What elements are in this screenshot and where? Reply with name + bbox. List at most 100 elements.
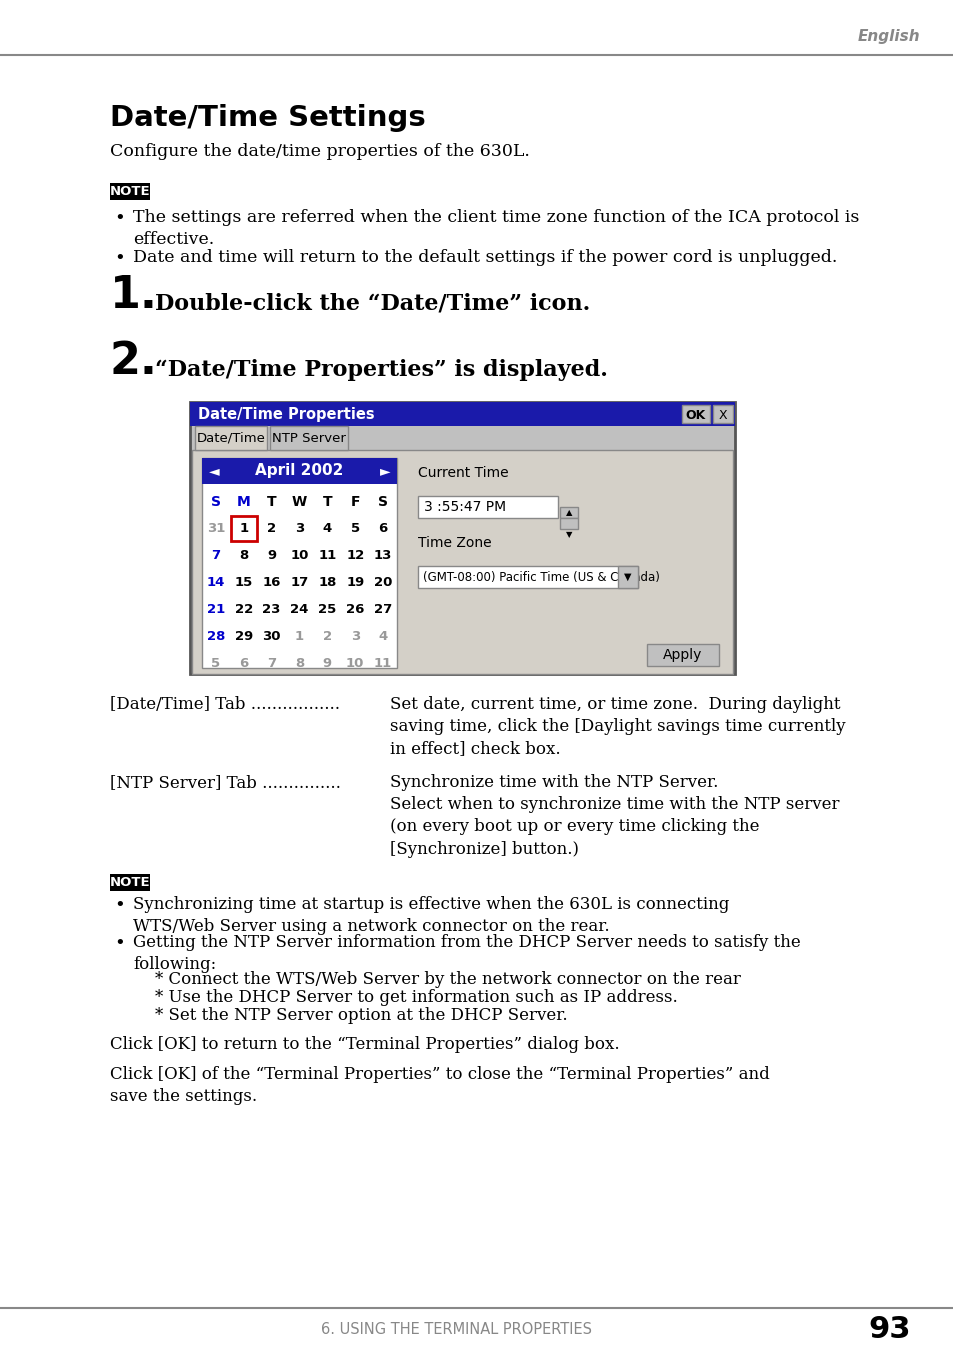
Text: 6: 6	[239, 656, 248, 670]
Bar	[270, 426, 348, 450]
Text: 1: 1	[294, 630, 304, 643]
Text: 7: 7	[267, 656, 276, 670]
Text: 11: 11	[374, 656, 392, 670]
Text: 30: 30	[262, 630, 280, 643]
Text: 17: 17	[290, 576, 309, 589]
Bar	[192, 450, 732, 674]
Bar	[202, 458, 396, 669]
Text: 22: 22	[234, 603, 253, 616]
Text: Apply: Apply	[662, 648, 702, 662]
Text: 7: 7	[212, 549, 220, 562]
Text: NTP Server: NTP Server	[272, 431, 346, 445]
Text: 2: 2	[267, 522, 276, 535]
Text: X: X	[718, 408, 726, 422]
Text: ▼: ▼	[623, 572, 631, 582]
Text: 31: 31	[207, 522, 225, 535]
Bar	[559, 518, 578, 528]
Text: “Date/Time Properties” is displayed.: “Date/Time Properties” is displayed.	[154, 359, 607, 381]
Text: (GMT-08:00) Pacific Time (US & Canada): (GMT-08:00) Pacific Time (US & Canada)	[422, 570, 659, 584]
Text: 3: 3	[350, 630, 359, 643]
Text: 5: 5	[212, 656, 220, 670]
Text: 4: 4	[378, 630, 387, 643]
Text: S: S	[211, 495, 221, 508]
Text: 20: 20	[374, 576, 392, 589]
Text: •: •	[114, 896, 125, 914]
Text: 28: 28	[207, 630, 225, 643]
Text: Date/Time Properties: Date/Time Properties	[198, 407, 375, 422]
FancyBboxPatch shape	[110, 183, 150, 200]
Text: Date and time will return to the default settings if the power cord is unplugged: Date and time will return to the default…	[132, 249, 837, 266]
Text: •: •	[114, 934, 125, 952]
Text: 27: 27	[374, 603, 392, 616]
Text: 2: 2	[322, 630, 332, 643]
Text: English: English	[857, 30, 919, 44]
Bar	[559, 507, 578, 518]
Text: * Set the NTP Server option at the DHCP Server.: * Set the NTP Server option at the DHCP …	[154, 1007, 567, 1024]
Text: 11: 11	[318, 549, 336, 562]
Text: ▲: ▲	[565, 508, 572, 518]
Text: Synchronizing time at startup is effective when the 630L is connecting
WTS/Web S: Synchronizing time at startup is effecti…	[132, 896, 729, 936]
Text: 18: 18	[318, 576, 336, 589]
Text: ▼: ▼	[565, 530, 572, 539]
FancyBboxPatch shape	[110, 874, 150, 891]
Text: •: •	[114, 209, 125, 226]
Text: NOTE: NOTE	[110, 876, 151, 888]
Text: OK: OK	[685, 408, 705, 422]
Text: April 2002: April 2002	[255, 464, 343, 479]
Bar	[231, 516, 256, 541]
Text: 16: 16	[262, 576, 280, 589]
Text: Getting the NTP Server information from the DHCP Server needs to satisfy the
fol: Getting the NTP Server information from …	[132, 934, 800, 973]
Text: 8: 8	[239, 549, 248, 562]
Text: 4: 4	[322, 522, 332, 535]
Text: * Connect the WTS/Web Server by the network connector on the rear: * Connect the WTS/Web Server by the netw…	[154, 971, 740, 988]
Text: W: W	[292, 495, 307, 508]
Text: 15: 15	[234, 576, 253, 589]
Text: 6. USING THE TERMINAL PROPERTIES: 6. USING THE TERMINAL PROPERTIES	[321, 1322, 592, 1337]
Text: Current Time: Current Time	[417, 466, 508, 480]
Bar	[190, 402, 734, 426]
Bar	[417, 496, 558, 518]
Text: T: T	[322, 495, 332, 508]
Text: 10: 10	[290, 549, 309, 562]
Text: * Use the DHCP Server to get information such as IP address.: * Use the DHCP Server to get information…	[154, 989, 677, 1006]
Text: ►: ►	[379, 464, 390, 479]
Text: 25: 25	[318, 603, 336, 616]
Text: Click [OK] of the “Terminal Properties” to close the “Terminal Properties” and
s: Click [OK] of the “Terminal Properties” …	[110, 1066, 769, 1105]
Text: Date/Time: Date/Time	[196, 431, 265, 445]
Text: 6: 6	[378, 522, 387, 535]
Text: [NTP Server] Tab ...............: [NTP Server] Tab ...............	[110, 774, 340, 791]
Text: 19: 19	[346, 576, 364, 589]
Text: 2.: 2.	[110, 341, 157, 383]
Text: 3 :55:47 PM: 3 :55:47 PM	[423, 500, 506, 514]
Bar	[190, 402, 734, 674]
Text: 5: 5	[351, 522, 359, 535]
Text: •: •	[114, 249, 125, 267]
Text: 13: 13	[374, 549, 392, 562]
Text: 9: 9	[267, 549, 276, 562]
Text: Time Zone: Time Zone	[417, 537, 491, 550]
Text: 93: 93	[868, 1316, 910, 1344]
Bar	[646, 644, 719, 666]
Text: 10: 10	[346, 656, 364, 670]
Bar	[202, 458, 396, 484]
Bar	[417, 566, 638, 588]
Text: The settings are referred when the client time zone function of the ICA protocol: The settings are referred when the clien…	[132, 209, 859, 248]
Text: 29: 29	[234, 630, 253, 643]
Text: 23: 23	[262, 603, 280, 616]
Text: 21: 21	[207, 603, 225, 616]
Text: Set date, current time, or time zone.  During daylight
saving time, click the [D: Set date, current time, or time zone. Du…	[390, 696, 844, 758]
Text: 12: 12	[346, 549, 364, 562]
Text: Configure the date/time properties of the 630L.: Configure the date/time properties of th…	[110, 143, 529, 160]
Text: Synchronize time with the NTP Server.
Select when to synchronize time with the N: Synchronize time with the NTP Server. Se…	[390, 774, 839, 857]
Text: T: T	[267, 495, 276, 508]
Bar	[194, 426, 267, 450]
Text: F: F	[350, 495, 359, 508]
Bar	[681, 404, 709, 423]
Text: 9: 9	[322, 656, 332, 670]
Text: 1.: 1.	[110, 274, 157, 317]
Text: Double-click the “Date/Time” icon.: Double-click the “Date/Time” icon.	[154, 293, 590, 314]
Text: [Date/Time] Tab .................: [Date/Time] Tab .................	[110, 696, 339, 713]
Text: 1: 1	[239, 522, 248, 535]
Bar	[712, 404, 732, 423]
Text: 8: 8	[294, 656, 304, 670]
